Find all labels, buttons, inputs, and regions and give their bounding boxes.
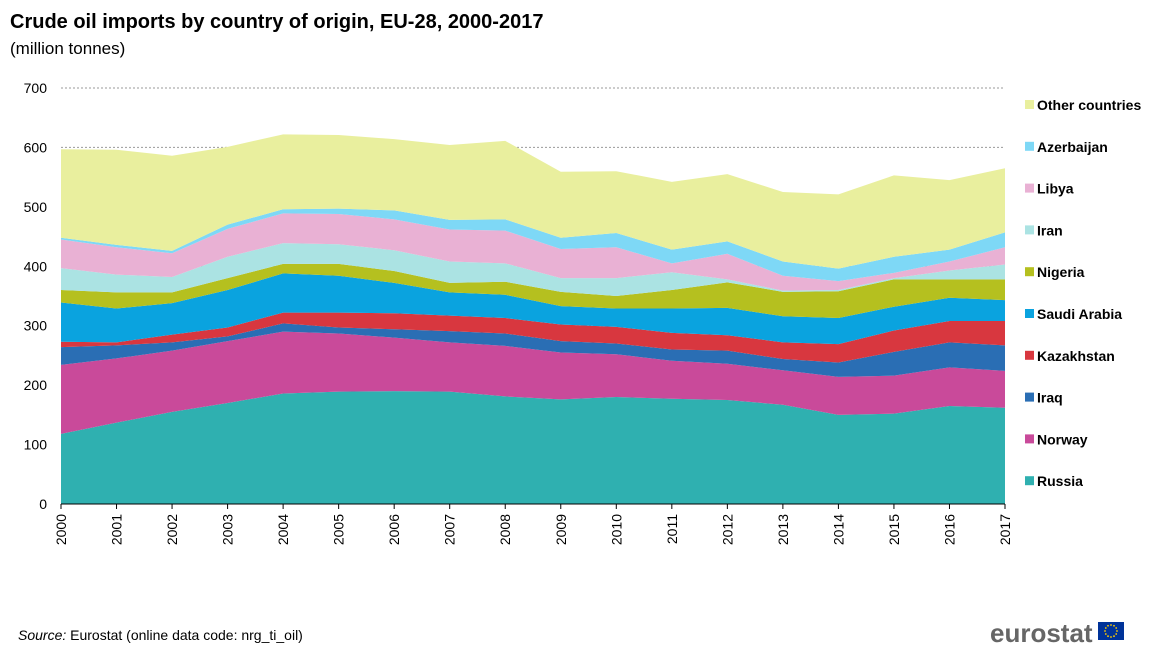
legend-label: Other countries: [1037, 97, 1141, 113]
star: [1115, 627, 1118, 629]
star: [1110, 636, 1112, 638]
eu-stars: [1104, 624, 1118, 638]
x-tick-label: 2005: [331, 514, 347, 545]
areas: [61, 134, 1005, 504]
source: Source: Eurostat (online data code: nrg_…: [18, 627, 303, 643]
eu-flag: [1098, 622, 1124, 640]
y-tick-label: 500: [24, 199, 48, 215]
star: [1113, 635, 1115, 638]
x-tick-label: 2013: [775, 514, 791, 545]
y-tick-label: 300: [24, 318, 48, 334]
y-tick-label: 200: [24, 377, 48, 393]
legend-swatch: [1025, 309, 1034, 318]
area: [61, 263, 1005, 318]
legend-swatch: [1025, 225, 1034, 235]
star: [1110, 624, 1112, 626]
source-text: Eurostat (online data code: nrg_ti_oil): [70, 627, 303, 643]
x-tick-label: 2016: [941, 514, 957, 545]
x-tick-label: 2003: [220, 514, 236, 545]
legend-label: Azerbaijan: [1037, 139, 1108, 155]
x-tick-label: 2007: [442, 514, 458, 545]
star: [1113, 624, 1115, 627]
legend-swatch: [1025, 476, 1034, 486]
area: [61, 323, 1005, 377]
legend-swatch: [1025, 267, 1034, 277]
x-tick-label: 2011: [664, 514, 680, 544]
x-tick-label: 2000: [53, 514, 69, 545]
area: [61, 134, 1005, 269]
x-tick-label: 2014: [830, 514, 846, 545]
legend-label: Kazakhstan: [1037, 348, 1115, 364]
star: [1116, 630, 1118, 632]
legend-swatch: [1025, 392, 1034, 402]
y-tick-label: 100: [24, 437, 48, 453]
y-tick-label: 600: [24, 139, 48, 155]
area: [61, 312, 1005, 363]
chart-subtitle: (million tonnes): [10, 39, 125, 58]
star: [1107, 624, 1109, 627]
x-tick-label: 2010: [608, 514, 624, 545]
area: [61, 243, 1005, 296]
x-tick-label: 2008: [497, 514, 513, 545]
x-tick-label: 2006: [386, 514, 402, 545]
legend-label: Iran: [1037, 222, 1063, 238]
area: [61, 213, 1005, 291]
y-tick-label: 700: [24, 80, 48, 96]
star: [1104, 627, 1107, 629]
area: [61, 208, 1005, 282]
star: [1115, 633, 1118, 635]
legend-label: Russia: [1037, 473, 1083, 489]
legend-label: Saudi Arabia: [1037, 306, 1122, 322]
star: [1104, 633, 1107, 635]
x-tick-label: 2017: [997, 514, 1013, 545]
x-tick-label: 2012: [719, 514, 735, 545]
legend-swatch: [1025, 100, 1034, 109]
x-tick-label: 2001: [109, 514, 125, 545]
legend-label: Iraq: [1037, 390, 1063, 406]
y-tick-label: 0: [39, 496, 47, 512]
star: [1107, 635, 1109, 638]
area: [61, 331, 1005, 434]
y-tick-label: 400: [24, 258, 48, 274]
legend-label: Libya: [1037, 181, 1074, 197]
x-tick-label: 2002: [164, 514, 180, 545]
legend-swatch: [1025, 434, 1034, 444]
legend-swatch: [1025, 183, 1034, 193]
x-tick-label: 2009: [553, 514, 569, 545]
legend-swatch: [1025, 141, 1034, 151]
x-tick-label: 2004: [275, 514, 291, 545]
area: [61, 391, 1005, 504]
legend-swatch: [1025, 350, 1034, 360]
source-label: Source:: [18, 627, 66, 643]
chart-title: Crude oil imports by country of origin, …: [10, 11, 543, 33]
legend-label: Norway: [1037, 431, 1088, 447]
logo: eurostat: [990, 618, 1093, 648]
legend-label: Nigeria: [1037, 264, 1085, 280]
star: [1104, 630, 1106, 632]
area: [61, 273, 1005, 345]
x-tick-label: 2015: [886, 514, 902, 545]
